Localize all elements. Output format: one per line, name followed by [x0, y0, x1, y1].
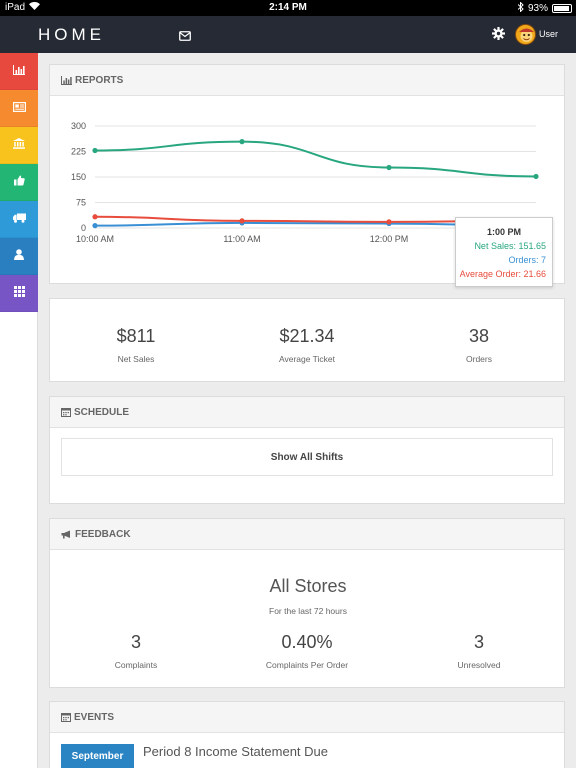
stat-orders: 38 Orders: [419, 326, 539, 364]
events-title: EVENTS: [74, 711, 115, 723]
y-tick-label: 225: [71, 147, 86, 157]
y-tick-label: 150: [71, 172, 86, 182]
bar-chart-icon: [61, 75, 72, 85]
bluetooth-icon: [517, 1, 524, 15]
feedback-panel: FEEDBACK All Stores For the last 72 hour…: [49, 518, 565, 688]
sidebar-item-reports[interactable]: [0, 53, 38, 90]
bar-chart-icon: [13, 62, 25, 80]
x-tick-label: 11:00 AM: [223, 234, 260, 244]
user-label[interactable]: User: [539, 29, 559, 39]
events-panel: EVENTS September Period 8 Income Stateme…: [49, 701, 565, 768]
schedule-panel: SCHEDULE Show All Shifts: [49, 396, 565, 504]
app-header: HOME User: [0, 16, 576, 53]
feedback-label: Unresolved: [457, 660, 501, 670]
chart-tooltip: 1:00 PM Net Sales: 151.65 Orders: 7 Aver…: [455, 217, 553, 287]
x-tick-label: 10:00 AM: [76, 234, 114, 244]
events-header: EVENTS: [50, 702, 564, 733]
tooltip-net-sales: Net Sales: 151.65: [474, 241, 546, 251]
sidebar-item-bank[interactable]: [0, 127, 38, 164]
schedule-title: SCHEDULE: [74, 406, 130, 418]
battery-icon: [552, 4, 572, 13]
status-bar: iPad 2:14 PM 93%: [0, 0, 576, 16]
series-point[interactable]: [386, 164, 392, 171]
user-icon: [14, 247, 24, 265]
event-title[interactable]: Period 8 Income Statement Due: [143, 744, 328, 759]
stat-average-ticket: $21.34 Average Ticket: [247, 326, 367, 364]
bank-icon: [13, 136, 25, 154]
feedback-label: Complaints Per Order: [265, 660, 349, 670]
feedback-header: FEEDBACK: [50, 519, 564, 550]
sidebar-item-feedback[interactable]: [0, 164, 38, 201]
summary-stats-panel: $811 Net Sales $21.34 Average Ticket 38 …: [49, 298, 565, 382]
feedback-complaints-per-order: 0.40% Complaints Per Order: [247, 632, 367, 670]
sidebar-item-apps[interactable]: [0, 275, 38, 312]
feedback-scope-title: All Stores: [269, 576, 347, 596]
tooltip-orders: Orders: 7: [508, 255, 546, 265]
tooltip-title: 1:00 PM: [486, 227, 521, 237]
sidebar: [0, 53, 38, 768]
grid-icon: [13, 284, 25, 302]
sidebar-item-users[interactable]: [0, 238, 38, 275]
y-tick-label: 0: [81, 223, 86, 233]
tooltip-average-order: Average Order: 21.66: [459, 269, 546, 279]
x-tick-label: 12:00 PM: [370, 234, 409, 244]
wifi-icon: [29, 2, 41, 13]
reports-header: REPORTS: [50, 65, 564, 96]
feedback-label: Complaints: [114, 660, 158, 670]
sidebar-item-deliveries[interactable]: [0, 201, 38, 238]
sidebar-item-news[interactable]: [0, 90, 38, 127]
y-tick-label: 300: [71, 121, 86, 131]
newspaper-icon: [12, 99, 26, 117]
avatar[interactable]: [515, 24, 536, 45]
feedback-title: FEEDBACK: [75, 528, 131, 540]
truck-icon: [12, 210, 26, 228]
feedback-value: 3: [130, 632, 141, 652]
show-all-shifts-button[interactable]: Show All Shifts: [61, 438, 553, 476]
series-point[interactable]: [92, 223, 98, 229]
feedback-complaints: 3 Complaints: [76, 632, 196, 670]
stat-label: Average Ticket: [278, 354, 336, 364]
feedback-period: For the last 72 hours: [269, 606, 347, 616]
stat-value: $21.34: [279, 326, 335, 346]
stat-label: Orders: [466, 354, 492, 364]
series-point[interactable]: [239, 218, 245, 224]
series-point[interactable]: [92, 147, 98, 154]
stat-value: 38: [468, 326, 490, 346]
stat-label: Net Sales: [117, 354, 155, 364]
y-tick-label: 75: [76, 198, 86, 208]
series-point[interactable]: [533, 173, 539, 180]
feedback-value: 0.40%: [281, 632, 333, 652]
schedule-header: SCHEDULE: [50, 397, 564, 428]
feedback-unresolved: 3 Unresolved: [419, 632, 539, 670]
reports-title: REPORTS: [75, 74, 124, 86]
page-title: HOME: [38, 25, 105, 44]
series-point[interactable]: [386, 219, 392, 225]
mail-icon[interactable]: [179, 28, 191, 46]
calendar-icon: [61, 712, 71, 722]
stat-value: $811: [116, 326, 156, 346]
feedback-value: 3: [473, 632, 484, 652]
device-label: iPad: [5, 2, 26, 13]
battery-percent: 93%: [527, 3, 548, 14]
calendar-icon: [61, 407, 71, 417]
status-time: 2:14 PM: [269, 2, 307, 13]
megaphone-icon: [61, 530, 72, 539]
series-point[interactable]: [92, 214, 98, 220]
thumbs-up-icon: [13, 173, 25, 191]
gear-icon[interactable]: [492, 27, 505, 45]
series-point[interactable]: [239, 139, 245, 145]
event-month-badge: September: [61, 744, 134, 768]
reports-panel: REPORTS 300 225 150 75 0 10:00 AM 11:00 AM 12:0…: [49, 64, 565, 287]
stat-net-sales: $811 Net Sales: [76, 326, 196, 364]
series-line-0: [94, 140, 537, 178]
